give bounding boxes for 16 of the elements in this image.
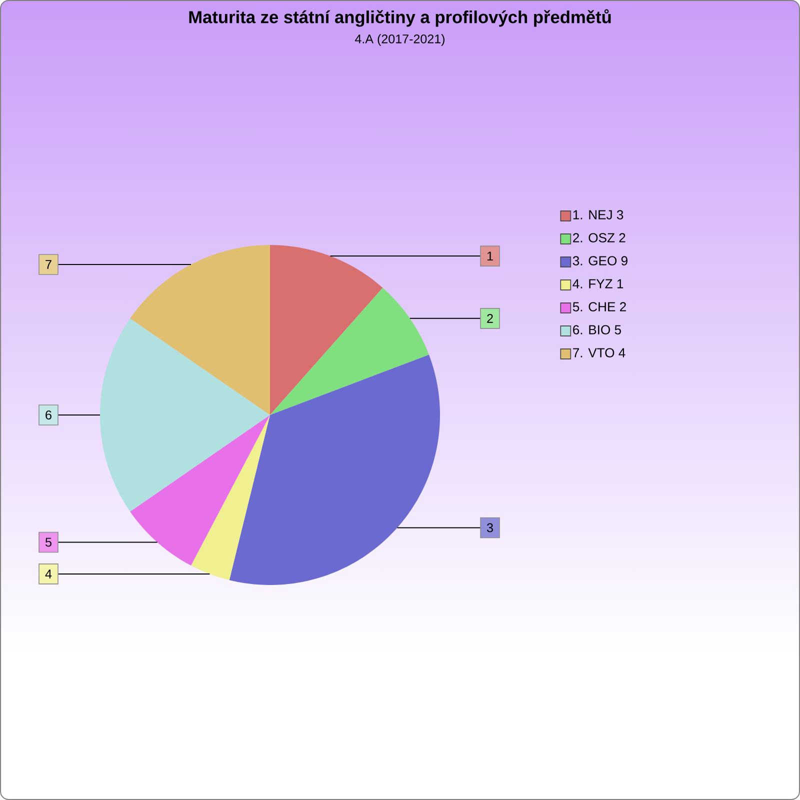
legend-label: 5. CHE 2 xyxy=(572,302,626,312)
legend-label: 2. OSZ 2 xyxy=(573,233,626,242)
legend-label: 1. NEJ 3 xyxy=(573,210,624,220)
text: 2 xyxy=(487,314,493,323)
legend-label: 6. BIO 5 xyxy=(573,325,621,334)
text: 4 xyxy=(45,570,52,578)
chart-title: Maturita ze státní angličtiny a profilových předmětů xyxy=(189,9,611,27)
text: 5 xyxy=(45,538,52,547)
legend-label: 4. FYZ 1 xyxy=(572,279,624,288)
text: 1 xyxy=(487,252,493,260)
legend-label: 3. GEO 9 xyxy=(572,256,628,266)
chart-subtitle: 4.A (2017-2021) xyxy=(355,34,444,46)
legend-label: 7. VTO 4 xyxy=(573,348,626,358)
text: 6 xyxy=(46,410,52,420)
text: 7 xyxy=(46,260,52,269)
text: 3 xyxy=(486,523,493,532)
